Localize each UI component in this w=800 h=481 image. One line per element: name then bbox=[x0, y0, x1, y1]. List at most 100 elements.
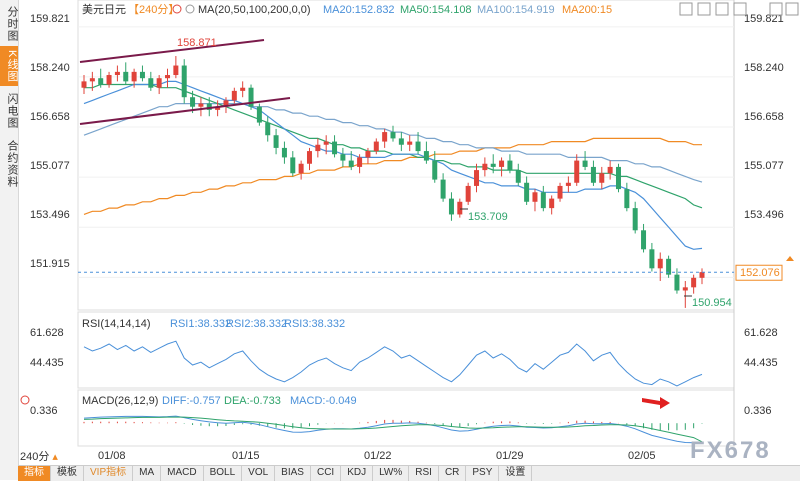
expand-icon[interactable] bbox=[769, 2, 783, 16]
candle bbox=[332, 135, 338, 158]
candle bbox=[373, 138, 379, 155]
indicator-tab-12[interactable]: CR bbox=[439, 466, 467, 481]
indicator-tab-2[interactable]: VIP指标 bbox=[84, 466, 134, 481]
candle-body bbox=[231, 90, 237, 101]
indicator-tab-10[interactable]: LW% bbox=[373, 466, 410, 481]
candle-body bbox=[190, 97, 196, 107]
settings-gear-icon[interactable] bbox=[185, 4, 195, 14]
channel-lower-line[interactable] bbox=[79, 97, 291, 125]
candle bbox=[198, 97, 204, 117]
candle-body bbox=[390, 132, 396, 139]
kline-chart[interactable]: 158.871 153.709 150.954 152.076 159.821 … bbox=[0, 0, 800, 465]
indicator-tab-14[interactable]: 设置 bbox=[499, 466, 533, 481]
candle bbox=[139, 65, 145, 82]
macd-panel bbox=[77, 389, 735, 447]
candle-body bbox=[515, 170, 521, 183]
candle-body bbox=[499, 160, 505, 167]
toolbar-button-3[interactable] bbox=[715, 2, 729, 16]
current-price-label: 152.076 bbox=[740, 267, 780, 279]
candle-body bbox=[206, 103, 212, 110]
candle bbox=[348, 151, 354, 171]
indicator-tab-8[interactable]: CCI bbox=[311, 466, 342, 481]
y-tick-right-3: 155.077 bbox=[744, 160, 784, 172]
candle-body bbox=[691, 277, 697, 288]
price-panel bbox=[77, 0, 735, 311]
period-selector[interactable]: 240分 ▴ bbox=[20, 448, 58, 464]
x-tick-3: 01/29 bbox=[496, 450, 524, 462]
candle bbox=[615, 163, 621, 193]
candle bbox=[173, 56, 179, 79]
candle-body bbox=[641, 230, 647, 250]
candle-body bbox=[323, 141, 329, 145]
rsi1-value: RSI1:38.332 bbox=[170, 318, 231, 330]
y-tick-left-3: 155.077 bbox=[30, 160, 70, 172]
moving-averages bbox=[83, 80, 703, 250]
sidebar-tab-timeshare[interactable]: 分时图 bbox=[6, 6, 18, 42]
candle bbox=[148, 71, 154, 91]
candle-body bbox=[298, 163, 304, 174]
indicator-tab-11[interactable]: RSI bbox=[409, 466, 439, 481]
candle bbox=[256, 103, 262, 126]
candle bbox=[240, 81, 246, 98]
channel-upper-line[interactable] bbox=[79, 39, 265, 63]
sidebar-tab-lightning[interactable]: 闪电图 bbox=[6, 93, 18, 129]
candle-body bbox=[407, 141, 413, 145]
candle bbox=[390, 125, 396, 142]
sidebar: 分时图 K线图 闪电图 合约资料 bbox=[0, 0, 19, 480]
candle-body bbox=[574, 160, 580, 183]
candle bbox=[398, 132, 404, 152]
indicator-tab-13[interactable]: PSY bbox=[466, 466, 500, 481]
candle bbox=[156, 75, 162, 95]
toolbar-button-2[interactable] bbox=[697, 2, 711, 16]
toolbar-button-1[interactable] bbox=[679, 2, 693, 16]
indicator-tab-1[interactable]: 模板 bbox=[51, 466, 84, 481]
candle bbox=[699, 268, 705, 285]
candle bbox=[490, 154, 496, 174]
sidebar-tab-contract[interactable]: 合约资料 bbox=[6, 140, 18, 188]
candle bbox=[382, 128, 388, 148]
sidebar-tab-kline[interactable]: K线图 bbox=[0, 46, 18, 86]
candle-body bbox=[465, 185, 471, 202]
candle bbox=[582, 151, 588, 171]
macd-tick-left-0: 0.336 bbox=[30, 405, 58, 417]
indicator-tab-5[interactable]: BOLL bbox=[204, 466, 243, 481]
candle-body bbox=[290, 157, 296, 174]
rsi-line bbox=[83, 340, 703, 387]
close-icon[interactable] bbox=[785, 2, 799, 16]
candle-body bbox=[81, 81, 87, 88]
candle-body bbox=[590, 166, 596, 183]
indicator-tab-4[interactable]: MACD bbox=[161, 466, 204, 481]
indicator-tab-0[interactable]: 指标 bbox=[18, 466, 51, 481]
candle-body bbox=[165, 75, 171, 79]
candle bbox=[448, 192, 454, 221]
macd-hist-value: MACD:-0.049 bbox=[290, 395, 357, 407]
symbol-name: 美元日元 bbox=[82, 3, 126, 16]
candle bbox=[315, 138, 321, 158]
toggle-icon[interactable] bbox=[172, 4, 182, 14]
indicator-tab-9[interactable]: KDJ bbox=[341, 466, 374, 481]
candle-body bbox=[123, 71, 129, 82]
y-tick-left-1: 158.240 bbox=[30, 62, 70, 74]
period-selector-label: 240分 bbox=[20, 451, 50, 463]
annotation-high: 158.871 bbox=[177, 37, 217, 49]
indicator-tab-7[interactable]: BIAS bbox=[275, 466, 311, 481]
rsi-label: RSI(14,14,14) bbox=[82, 318, 150, 330]
candle-body bbox=[315, 144, 321, 152]
ma100-value: MA100:154.919 bbox=[477, 4, 555, 16]
candle bbox=[365, 147, 371, 164]
candle bbox=[290, 151, 296, 177]
candle-body bbox=[357, 157, 363, 167]
indicator-tab-3[interactable]: MA bbox=[133, 466, 162, 481]
annotation-low1: 153.709 bbox=[468, 211, 508, 223]
indicator-tab-6[interactable]: VOL bbox=[242, 466, 276, 481]
candle bbox=[81, 75, 87, 95]
candle-body bbox=[540, 192, 546, 209]
y-tick-left-4: 153.496 bbox=[30, 209, 70, 221]
macd-settings-icon[interactable] bbox=[20, 395, 30, 405]
candle-body bbox=[139, 71, 145, 79]
candle-body bbox=[398, 138, 404, 145]
candle-body bbox=[181, 65, 187, 98]
price-arrow-icon[interactable] bbox=[786, 256, 794, 261]
toolbar-button-4[interactable] bbox=[733, 2, 747, 16]
window-controls bbox=[679, 2, 799, 16]
